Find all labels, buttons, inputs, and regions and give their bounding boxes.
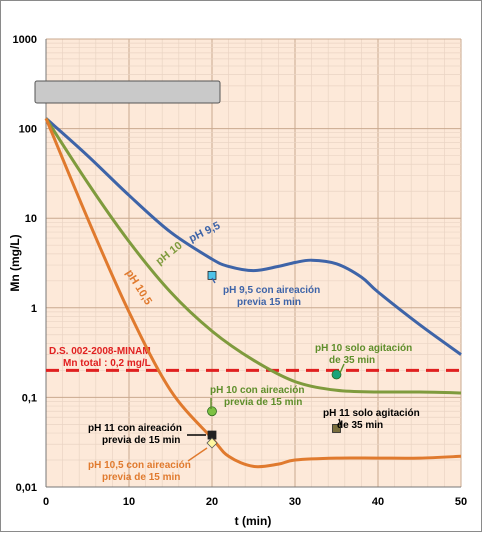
annotations: pH 9,5 con aireación previa 15 min pH 10 c… xyxy=(88,277,420,483)
x-axis-title: t (min) xyxy=(235,514,272,528)
point-label-line: previa 15 min xyxy=(237,297,301,308)
point-label-line: pH 10 solo agitación xyxy=(315,343,412,354)
y-tick-label: 1 xyxy=(31,303,37,315)
y-tick-label: 100 xyxy=(19,124,37,136)
series-line-1 xyxy=(44,117,462,395)
x-tick-label: 20 xyxy=(206,496,218,508)
point-label-4: pH 10 solo agitación de 35 min xyxy=(315,343,412,366)
data-point-3 xyxy=(206,437,218,449)
data-point-4 xyxy=(331,369,342,380)
point-label-arrow-5 xyxy=(338,418,342,426)
point-label-line: de 35 min xyxy=(337,420,383,431)
point-label-line: pH 11 con aireación xyxy=(88,423,182,434)
data-point-0 xyxy=(207,270,217,280)
point-label-arrow-4 xyxy=(339,363,345,374)
blank-label-box xyxy=(34,80,221,104)
plot-background xyxy=(46,39,461,487)
point-label-line: de 35 min xyxy=(329,355,375,366)
curves xyxy=(44,117,462,469)
reference-line-label-line: Mn total : 0,2 mg/L xyxy=(63,358,151,369)
point-label-line: previa de 15 min xyxy=(224,397,302,408)
y-tick-label: 10 xyxy=(25,213,37,225)
point-label-line: previa de 15 min xyxy=(102,435,180,446)
x-tick-label: 10 xyxy=(123,496,135,508)
point-label-line: pH 9,5 con aireación xyxy=(223,285,320,296)
data-point-5 xyxy=(332,424,341,433)
point-label-line: pH 10,5 con aireación xyxy=(88,460,191,471)
reference-line-group: D.S. 002-2008-MINAM Mn total : 0,2 mg/L xyxy=(46,346,461,372)
point-label-2: pH 11 con aireación previa de 15 min xyxy=(88,423,182,446)
point-label-line: pH 10 con aireación xyxy=(210,385,304,396)
point-label-0: pH 9,5 con aireación previa 15 min xyxy=(223,285,320,308)
y-ticks: 0,01 0,1 1 10 100 1000 xyxy=(13,34,37,494)
series-line-0 xyxy=(44,117,462,356)
point-label-line: previa de 15 min xyxy=(102,472,180,483)
y-tick-label: 1000 xyxy=(13,34,37,46)
y-axis-title: Mn (mg/L) xyxy=(8,234,22,291)
point-label-1: pH 10 con aireación previa de 15 min xyxy=(210,385,304,408)
reference-line-label-line: D.S. 002-2008-MINAM xyxy=(49,346,151,357)
series-line-2 xyxy=(44,117,462,469)
y-tick-label: 0,01 xyxy=(16,482,37,494)
point-label-line: pH 11 solo agitación xyxy=(323,408,420,419)
y-tick-label: 0,1 xyxy=(22,392,37,404)
point-label-arrow-3 xyxy=(187,447,208,462)
point-label-3: pH 10,5 con aireación previa de 15 min xyxy=(88,460,191,483)
x-tick-label: 30 xyxy=(289,496,301,508)
x-tick-label: 50 xyxy=(455,496,467,508)
point-label-5: pH 11 solo agitación de 35 min xyxy=(323,408,420,431)
point-label-arrow-0 xyxy=(211,277,216,284)
points xyxy=(206,270,342,449)
data-point-1 xyxy=(207,406,217,417)
x-tick-label: 40 xyxy=(372,496,384,508)
reference-line-label: D.S. 002-2008-MINAM Mn total : 0,2 mg/L xyxy=(49,346,151,369)
x-tick-label: 0 xyxy=(43,496,49,508)
x-ticks: 0 10 20 30 40 50 xyxy=(43,496,467,508)
